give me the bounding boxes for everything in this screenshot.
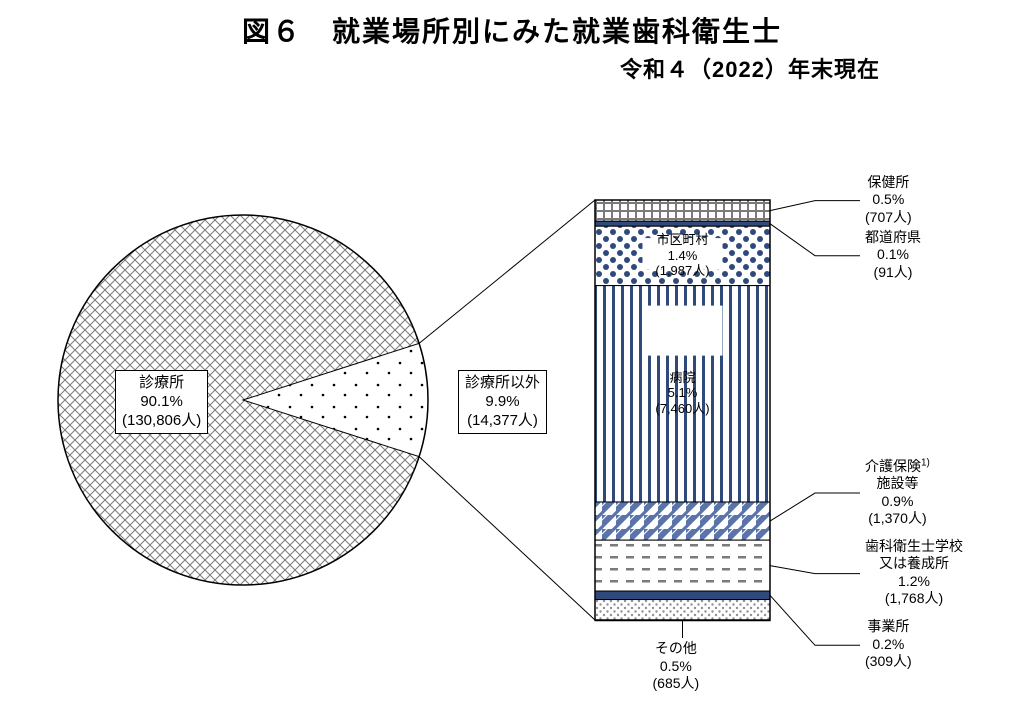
figure-title: 図６ 就業場所別にみた就業歯科衛生士 (0, 10, 1024, 50)
bar-label-establishment: 事業所0.2%(309人) (865, 618, 912, 671)
pie-label-clinic-name: 診療所 (139, 374, 184, 391)
pie-label-other-pct: 9.9% (485, 393, 519, 410)
bar-label-municipality: 市区町村1.4%(1,987人) (647, 232, 719, 279)
pie-label-clinic-pct: 90.1% (140, 393, 183, 410)
bar-label-prefecture: 都道府県0.1%(91人) (865, 229, 921, 282)
bar-label-other: その他0.5%(685人) (653, 640, 700, 693)
bar-label-care_insurance: 介護保険1)施設等0.9%(1,370人) (865, 457, 930, 528)
figure-page: 図６ 就業場所別にみた就業歯科衛生士 令和４（2022）年末現在 (0, 0, 1024, 717)
figure-subtitle: 令和４（2022）年末現在 (0, 52, 880, 84)
bar-label-hospital: 病院5.1%(7,460人) (647, 370, 719, 417)
pie-label-clinic: 診療所 90.1% (130,806人) (115, 370, 208, 434)
pie-label-other-count: (14,377人) (467, 412, 538, 429)
bar-label-hygienist_school: 歯科衛生士学校又は養成所1.2%(1,768人) (865, 538, 963, 608)
pie-label-other: 診療所以外 9.9% (14,377人) (458, 370, 547, 434)
pie-label-clinic-count: (130,806人) (122, 412, 201, 429)
bar-label-health_center: 保健所0.5%(707人) (865, 174, 912, 227)
pie-label-other-name: 診療所以外 (465, 374, 540, 391)
